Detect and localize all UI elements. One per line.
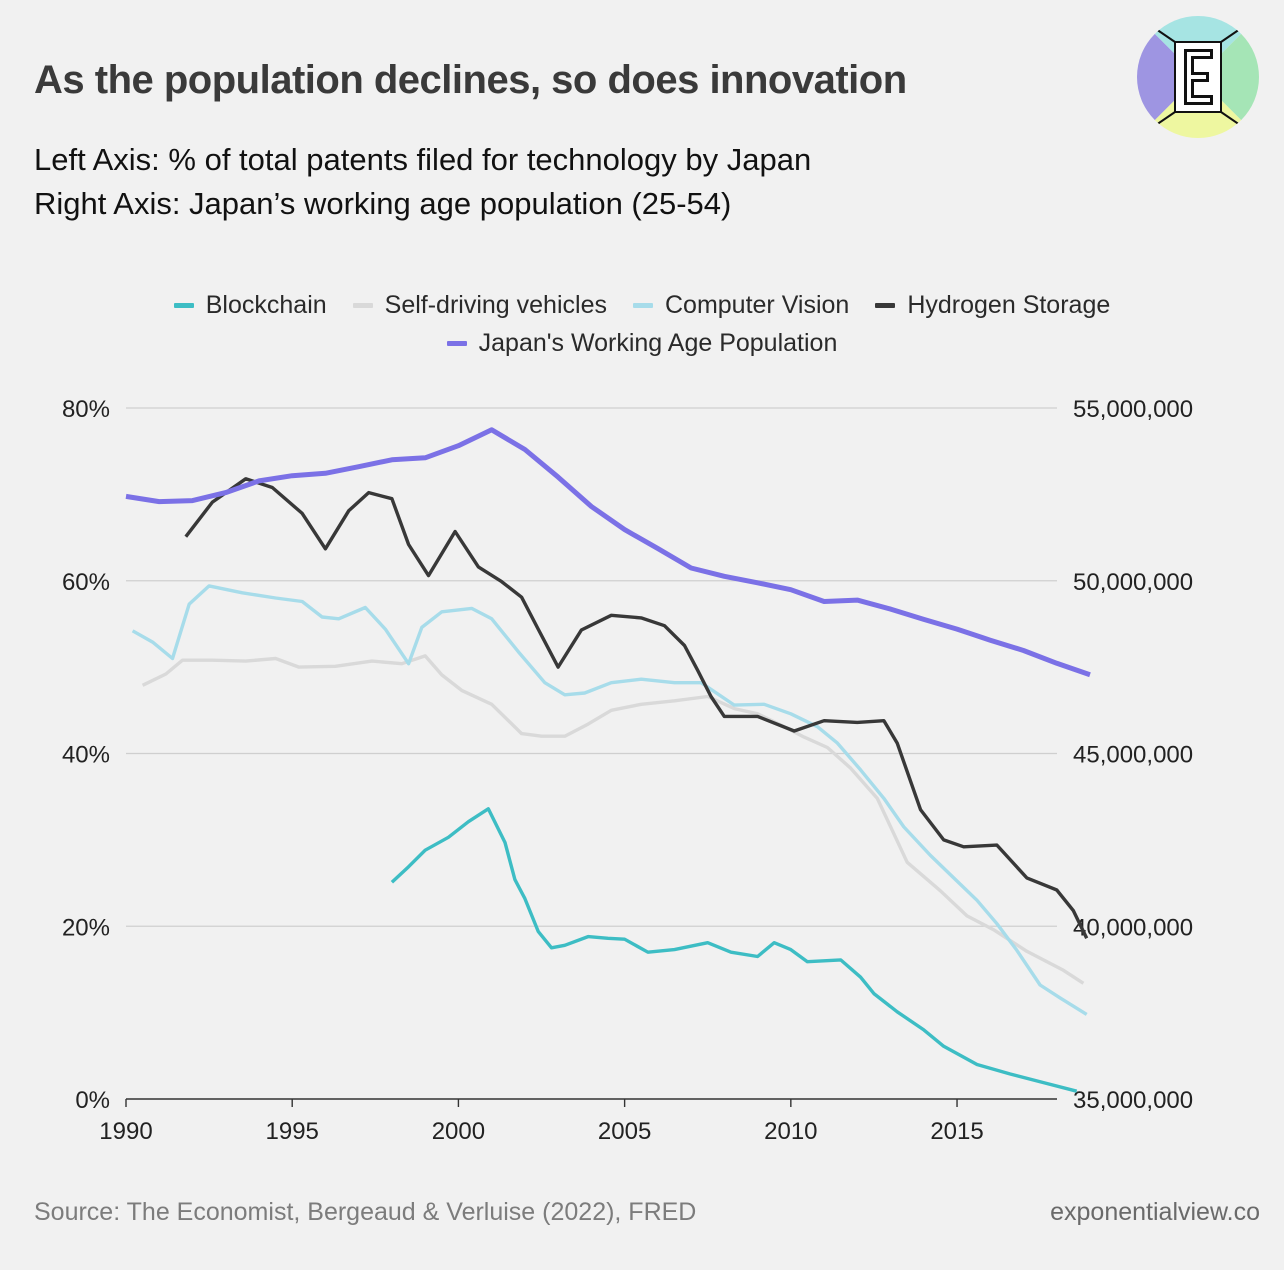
legend-label-self-driving: Self-driving vehicles xyxy=(384,291,607,319)
left-tick-label: 20% xyxy=(62,914,110,941)
right-tick-label: 50,000,000 xyxy=(1073,569,1193,596)
legend-label-working-age-population: Japan's Working Age Population xyxy=(478,329,838,357)
left-tick-label: 40% xyxy=(62,742,110,769)
site-credit: exponentialview.co xyxy=(1050,1198,1260,1226)
legend-row-2: Japan's Working Age Population xyxy=(0,324,1284,362)
exponential-view-logo xyxy=(1137,16,1259,138)
x-tick-label: 2010 xyxy=(764,1118,817,1145)
series-line-computer-vision xyxy=(131,584,1088,1016)
x-tick-label: 2000 xyxy=(432,1118,485,1145)
legend-swatch-self-driving xyxy=(352,302,373,308)
left-tick-label: 80% xyxy=(62,396,110,423)
legend-item-working-age-population[interactable]: Japan's Working Age Population xyxy=(446,324,838,362)
x-tick-label: 1995 xyxy=(266,1118,319,1145)
legend-item-self-driving[interactable]: Self-driving vehicles xyxy=(352,286,607,324)
right-tick-label: 40,000,000 xyxy=(1073,914,1193,941)
series-line-hydrogen-storage xyxy=(184,477,1089,940)
legend-item-hydrogen-storage[interactable]: Hydrogen Storage xyxy=(875,286,1110,324)
source-note: Source: The Economist, Bergeaud & Verlui… xyxy=(34,1198,697,1226)
chart-title: As the population declines, so does inno… xyxy=(34,58,907,102)
legend-swatch-hydrogen-storage xyxy=(875,302,896,308)
line-chart: 0% 20% 40% 60% 80% 35,000,000 40,000,000 45,000… xyxy=(62,396,1193,1145)
legend-swatch-blockchain xyxy=(173,302,194,308)
right-tick-label: 35,000,000 xyxy=(1073,1087,1193,1114)
legend-swatch-working-age-population xyxy=(446,340,467,346)
left-tick-label: 60% xyxy=(62,569,110,596)
legend-label-hydrogen-storage: Hydrogen Storage xyxy=(907,291,1111,319)
legend-row-1: Blockchain Self-driving vehicles Compute… xyxy=(0,286,1284,324)
x-tick-label: 2015 xyxy=(930,1118,983,1145)
x-tick-label: 1990 xyxy=(99,1118,152,1145)
chart-subtitle: Left Axis: % of total patents filed for … xyxy=(34,138,811,226)
series-line-blockchain xyxy=(390,807,1078,1093)
legend-item-blockchain[interactable]: Blockchain xyxy=(173,286,327,324)
right-tick-label: 55,000,000 xyxy=(1073,396,1193,423)
legend-item-computer-vision[interactable]: Computer Vision xyxy=(632,286,850,324)
subtitle-left-axis: Left Axis: % of total patents filed for … xyxy=(34,142,812,177)
subtitle-right-axis: Right Axis: Japan’s working age populati… xyxy=(34,186,732,221)
chart-legend: Blockchain Self-driving vehicles Compute… xyxy=(0,286,1284,362)
x-tick-label: 2005 xyxy=(598,1118,651,1145)
legend-label-computer-vision: Computer Vision xyxy=(664,291,850,319)
series-line-self-driving-vehicles xyxy=(141,654,1085,985)
legend-label-blockchain: Blockchain xyxy=(205,291,327,319)
left-tick-label: 0% xyxy=(75,1087,110,1114)
legend-swatch-computer-vision xyxy=(632,302,653,308)
right-tick-label: 45,000,000 xyxy=(1073,742,1193,769)
series-line-japan-s-working-age-population xyxy=(125,427,1091,678)
